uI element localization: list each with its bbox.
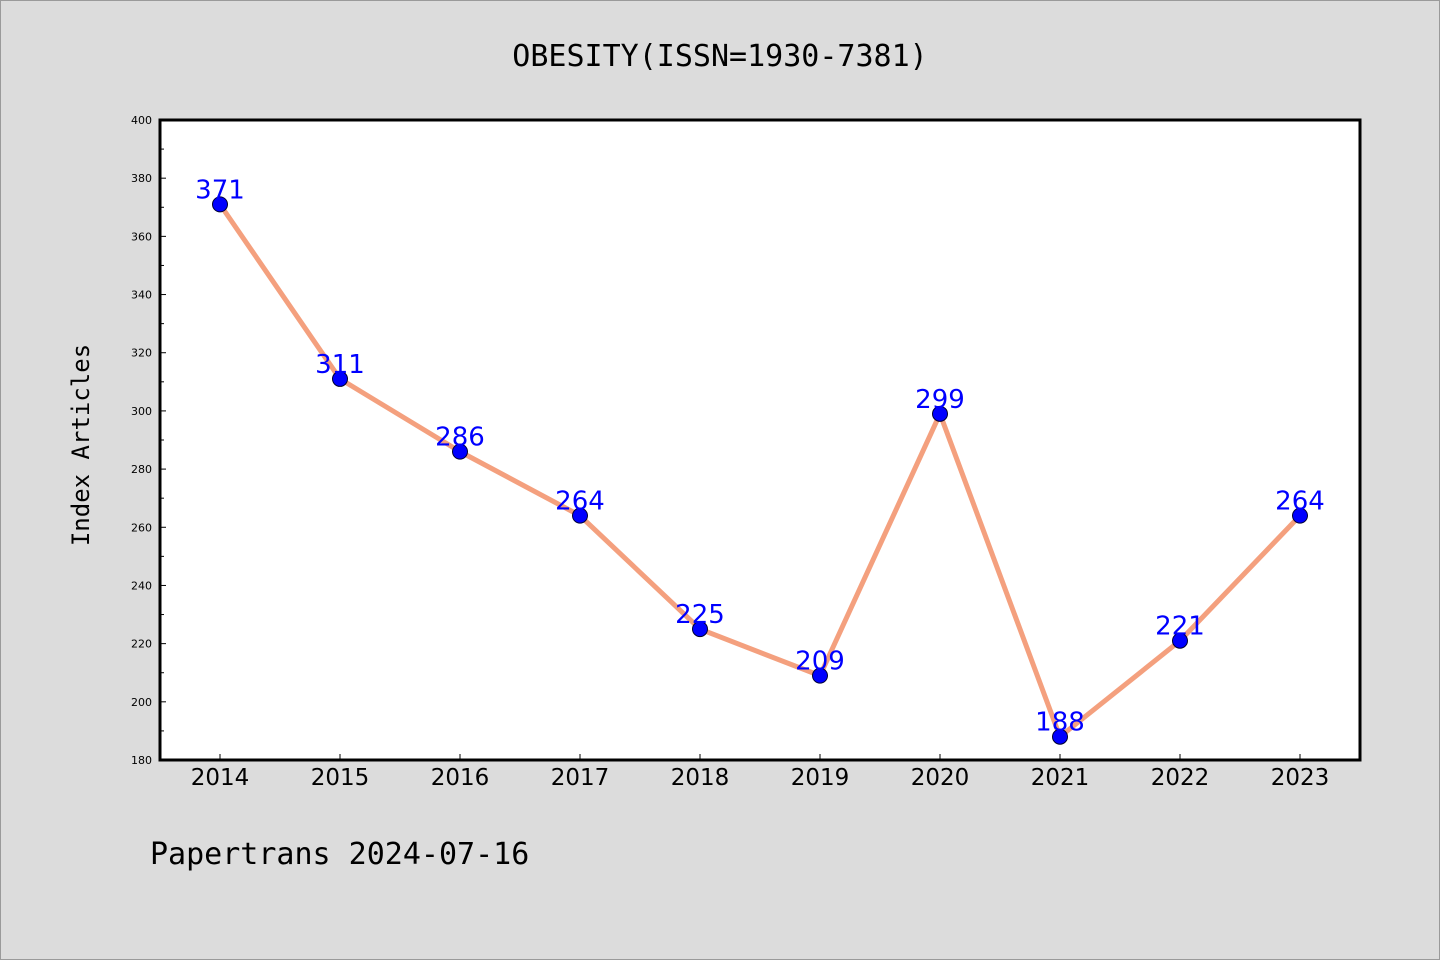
footer-text: Papertrans 2024-07-16 <box>150 837 529 872</box>
data-label: 299 <box>915 385 965 415</box>
data-point <box>1052 728 1068 745</box>
data-label: 225 <box>675 600 725 630</box>
x-tick-label: 2020 <box>911 765 970 791</box>
y-tick-label: 240 <box>131 579 152 592</box>
y-tick-label: 280 <box>131 463 152 476</box>
y-tick-label: 400 <box>131 114 152 127</box>
data-label: 264 <box>555 487 605 517</box>
y-axis: 180 200 220 240 260 280 300 320 340 360 380 400 <box>131 114 166 767</box>
y-axis-label: Index Articles <box>67 344 95 546</box>
x-tick-label: 2017 <box>551 765 610 791</box>
data-label: 264 <box>1275 487 1325 517</box>
data-point <box>452 443 468 460</box>
y-tick-label: 380 <box>131 172 152 185</box>
y-tick-label: 260 <box>131 521 152 534</box>
y-tick-label: 320 <box>131 347 152 360</box>
x-tick-label: 2021 <box>1031 765 1090 791</box>
y-tick-label: 300 <box>131 405 152 418</box>
data-point <box>332 370 348 387</box>
y-tick-label: 180 <box>131 754 152 767</box>
y-tick-label: 220 <box>131 638 152 651</box>
data-point <box>1292 507 1308 524</box>
data-point <box>812 667 828 684</box>
data-label: 311 <box>315 350 365 380</box>
y-tick-label: 200 <box>131 696 152 709</box>
x-tick-label: 2014 <box>191 765 250 791</box>
x-tick-label: 2022 <box>1151 765 1210 791</box>
x-axis: 2014 2015 2016 2017 2018 2019 2020 2021 2022 2023 <box>191 754 1330 791</box>
x-tick-label: 2015 <box>311 765 370 791</box>
data-point <box>572 507 588 524</box>
chart-title: OBESITY(ISSN=1930-7381) <box>512 39 927 74</box>
y-tick-label: 340 <box>131 289 152 302</box>
x-tick-label: 2016 <box>431 765 490 791</box>
x-tick-label: 2019 <box>791 765 850 791</box>
data-label: 188 <box>1035 708 1085 738</box>
series-markers <box>212 196 1308 745</box>
x-tick-label: 2023 <box>1271 765 1330 791</box>
data-label: 209 <box>795 647 845 677</box>
data-label: 221 <box>1155 612 1205 642</box>
data-point <box>1172 632 1188 649</box>
y-tick-label: 360 <box>131 230 152 243</box>
plot-area <box>158 118 1362 762</box>
data-label: 371 <box>195 175 245 205</box>
data-label: 286 <box>435 423 485 453</box>
data-point <box>692 621 708 638</box>
series-line <box>217 202 1302 740</box>
data-labels: 371 311 286 264 225 209 299 188 221 264 <box>195 175 1325 737</box>
x-tick-label: 2018 <box>671 765 730 791</box>
data-point <box>932 405 948 422</box>
data-point <box>212 196 228 213</box>
